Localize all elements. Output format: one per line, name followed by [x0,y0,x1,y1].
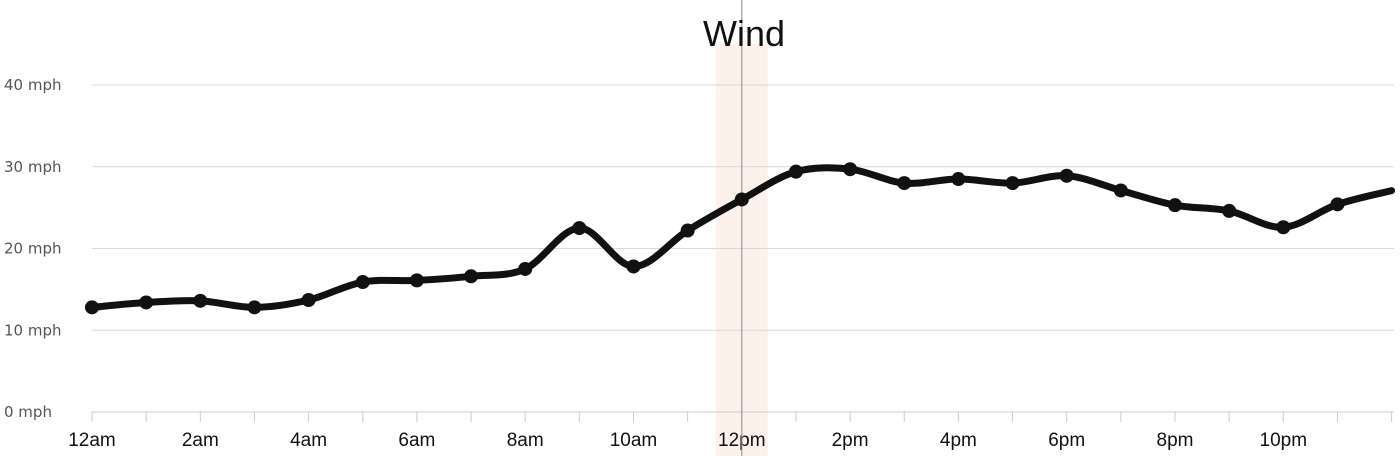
data-point [1005,176,1020,191]
data-point [1168,198,1182,213]
y-tick-label: 30 mph [4,158,62,176]
data-point [1059,168,1074,183]
data-point [409,273,424,288]
x-tick-label: 4pm [940,430,977,451]
wind-data-points [85,162,1345,315]
x-tick-label: 12am [68,430,116,451]
data-point [1113,183,1128,198]
data-point [843,162,858,177]
data-point [1222,203,1237,218]
data-point [734,192,749,207]
y-tick-label: 10 mph [4,321,62,339]
data-point [626,259,641,274]
y-axis-ticks: 0 mph 10 mph 20 mph 30 mph 40 mph [4,76,62,421]
data-point [247,300,262,315]
data-point [572,221,587,236]
x-tick-label: 10pm [1260,430,1308,451]
x-tick-label: 8pm [1157,430,1194,451]
data-point [788,164,803,179]
x-tick-label: 4am [290,430,327,451]
x-axis-ticks: 12am 2am 4am 6am 8am 10am 12pm 2pm 4pm 6pm 8pm 10pm [68,412,1393,451]
y-tick-label: 20 mph [4,240,62,258]
y-tick-label: 0 mph [4,403,52,421]
data-point [139,295,154,310]
data-point [193,293,208,308]
data-point [464,269,479,284]
x-tick-label: 8am [507,430,544,451]
x-tick-label: 2pm [832,430,869,451]
data-point [951,172,966,187]
x-tick-label: 2am [182,430,219,451]
data-point [301,293,316,308]
x-tick-label: 6pm [1048,430,1085,451]
data-point [85,300,99,315]
x-tick-label: 6am [398,430,435,451]
data-point [1330,197,1345,212]
y-tick-label: 40 mph [4,76,62,94]
chart-title: Wind [703,13,785,54]
data-point [680,223,695,238]
x-tick-label: 10am [610,430,658,451]
data-point [1276,220,1291,235]
data-point [355,275,370,290]
gridlines [92,84,1394,331]
data-point [897,176,912,191]
data-point [518,261,533,276]
